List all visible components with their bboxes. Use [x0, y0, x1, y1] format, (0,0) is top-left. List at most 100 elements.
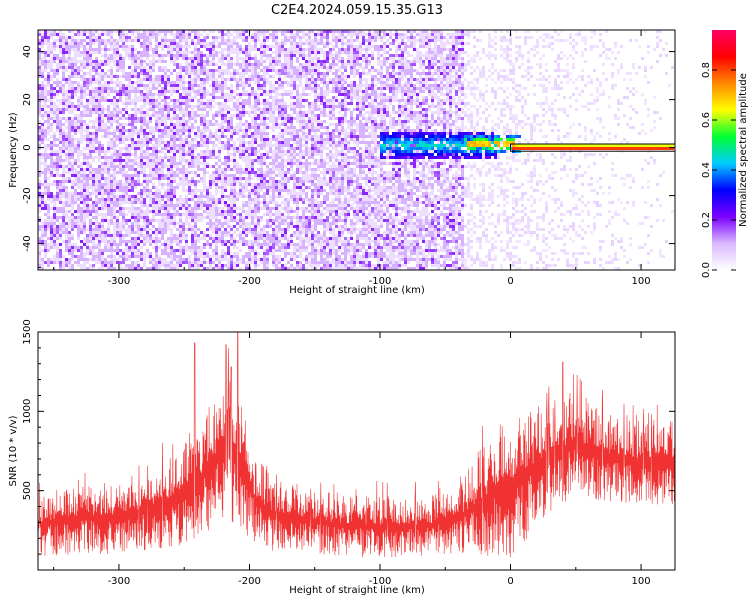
heatmap-cell	[242, 60, 245, 63]
heatmap-cell	[566, 39, 569, 42]
heatmap-cell	[293, 33, 296, 36]
heatmap-cell	[416, 138, 419, 141]
heatmap-cell	[230, 48, 233, 51]
heatmap-cell	[320, 33, 323, 36]
heatmap-cell	[254, 114, 257, 117]
heatmap-cell	[410, 102, 413, 105]
heatmap-cell	[296, 72, 299, 75]
heatmap-cell	[161, 129, 164, 132]
heatmap-cell	[371, 105, 374, 108]
heatmap-cell	[323, 144, 326, 147]
heatmap-cell	[44, 99, 47, 102]
heatmap-cell	[344, 135, 347, 138]
heatmap-cell	[113, 42, 116, 45]
heatmap-cell	[182, 51, 185, 54]
heatmap-cell	[275, 42, 278, 45]
heatmap-cell	[410, 75, 413, 78]
heatmap-cell	[596, 99, 599, 102]
heatmap-cell	[359, 141, 362, 144]
heatmap-cell	[260, 69, 263, 72]
heatmap-cell	[359, 63, 362, 66]
heatmap-cell	[95, 126, 98, 129]
heatmap-cell	[362, 90, 365, 93]
heatmap-cell	[146, 39, 149, 42]
heatmap-cell	[140, 81, 143, 84]
heatmap-cell	[173, 36, 176, 39]
heatmap-cell	[131, 87, 134, 90]
heatmap-cell	[590, 141, 593, 144]
heatmap-cell	[224, 54, 227, 57]
heatmap-cell	[68, 36, 71, 39]
heatmap-cell	[299, 141, 302, 144]
heatmap-cell	[125, 138, 128, 141]
heatmap-cell	[266, 48, 269, 51]
heatmap-cell	[359, 90, 362, 93]
heatmap-cell	[404, 129, 407, 132]
heatmap-cell	[215, 69, 218, 72]
heatmap-cell	[566, 135, 569, 138]
heatmap-cell	[392, 93, 395, 96]
heatmap-cell	[398, 75, 401, 78]
heatmap-cell	[281, 84, 284, 87]
heatmap-cell	[41, 105, 44, 108]
heatmap-cell	[194, 72, 197, 75]
heatmap-cell	[317, 66, 320, 69]
heatmap-cell	[320, 42, 323, 45]
heatmap-cell	[71, 105, 74, 108]
heatmap-cell	[242, 48, 245, 51]
heatmap-cell	[236, 93, 239, 96]
heatmap-cell	[80, 132, 83, 135]
heatmap-cell	[179, 45, 182, 48]
heatmap-cell	[371, 138, 374, 141]
heatmap-cell	[263, 126, 266, 129]
heatmap-cell	[512, 117, 515, 120]
heatmap-cell	[362, 54, 365, 57]
heatmap-cell	[494, 30, 497, 33]
heatmap-cell	[257, 102, 260, 105]
heatmap-cell	[221, 39, 224, 42]
heatmap-cell	[314, 105, 317, 108]
heatmap-cell	[437, 90, 440, 93]
heatmap-cell	[500, 120, 503, 123]
heatmap-cell	[269, 60, 272, 63]
heatmap-cell	[146, 87, 149, 90]
heatmap-cell	[86, 51, 89, 54]
heatmap-cell	[44, 138, 47, 141]
heatmap-cell	[236, 57, 239, 60]
heatmap-cell	[188, 96, 191, 99]
heatmap-cell	[353, 69, 356, 72]
heatmap-cell	[131, 102, 134, 105]
heatmap-cell	[470, 87, 473, 90]
heatmap-cell	[194, 90, 197, 93]
heatmap-cell	[398, 72, 401, 75]
heatmap-cell	[446, 48, 449, 51]
heatmap-cell	[518, 45, 521, 48]
heatmap-cell	[218, 123, 221, 126]
heatmap-cell	[428, 132, 431, 135]
heatmap-cell	[143, 132, 146, 135]
heatmap-cell	[152, 63, 155, 66]
heatmap-cell	[440, 93, 443, 96]
heatmap-cell	[290, 30, 293, 33]
heatmap-cell	[140, 54, 143, 57]
heatmap-cell	[263, 138, 266, 141]
heatmap-cell	[260, 45, 263, 48]
heatmap-cell	[428, 78, 431, 81]
heatmap-cell	[254, 36, 257, 39]
heatmap-cell	[212, 90, 215, 93]
heatmap-cell	[374, 129, 377, 132]
heatmap-cell	[518, 141, 521, 144]
heatmap-cell	[215, 90, 218, 93]
heatmap-cell	[245, 48, 248, 51]
heatmap-cell	[383, 105, 386, 108]
heatmap-cell	[458, 129, 461, 132]
heatmap-cell	[248, 111, 251, 114]
heatmap-cell	[551, 42, 554, 45]
heatmap-cell	[104, 135, 107, 138]
heatmap-cell	[437, 30, 440, 33]
heatmap-cell	[332, 48, 335, 51]
heatmap-cell	[608, 105, 611, 108]
heatmap-cell	[173, 60, 176, 63]
heatmap-cell	[116, 66, 119, 69]
heatmap-cell	[131, 72, 134, 75]
